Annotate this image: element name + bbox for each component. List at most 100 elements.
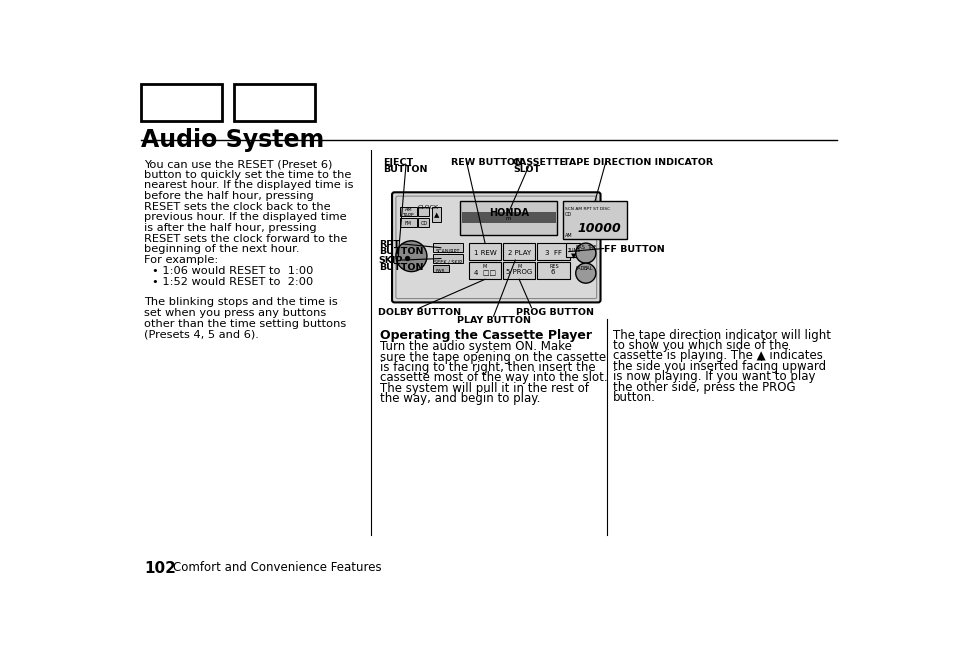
Bar (399, 207, 416, 216)
Text: CD: CD (564, 212, 572, 216)
Text: before the half hour, pressing: before the half hour, pressing (144, 191, 314, 201)
Text: ▼: ▼ (570, 253, 576, 259)
Text: beginning of the next hour.: beginning of the next hour. (144, 244, 299, 254)
Text: cassette most of the way into the slot.: cassette most of the way into the slot. (380, 372, 607, 384)
Text: BAS: BAS (575, 245, 585, 251)
Text: FAD: FAD (575, 266, 584, 271)
Text: SCAN/RPT: SCAN/RPT (436, 249, 459, 253)
Bar (459, 201, 557, 235)
Text: 3  FF: 3 FF (544, 250, 561, 256)
Bar (537, 243, 569, 260)
Text: RESET sets the clock back to the: RESET sets the clock back to the (144, 202, 331, 212)
Text: SEEK / SKIP: SEEK / SKIP (434, 259, 461, 264)
Text: 6: 6 (551, 269, 555, 276)
Text: the way, and begin to play.: the way, and begin to play. (380, 392, 540, 405)
Bar (418, 207, 429, 216)
Text: The blinking stops and the time is: The blinking stops and the time is (144, 298, 337, 308)
Text: set when you press any buttons: set when you press any buttons (144, 308, 326, 318)
Text: TAPE DIRECTION INDICATOR: TAPE DIRECTION INDICATOR (562, 158, 713, 167)
Text: Operating the Cassette Player: Operating the Cassette Player (380, 329, 592, 341)
Bar (433, 254, 462, 263)
Text: button.: button. (612, 391, 655, 404)
Bar (399, 218, 416, 227)
Text: RPT: RPT (378, 240, 399, 249)
Text: TUNE: TUNE (566, 248, 579, 253)
Text: previous hour. If the displayed time: previous hour. If the displayed time (144, 212, 346, 222)
Text: the side you inserted facing upward: the side you inserted facing upward (612, 360, 825, 373)
Text: AM: AM (564, 233, 572, 238)
Text: Comfort and Convenience Features: Comfort and Convenience Features (173, 561, 382, 574)
Text: Turn the audio system ON. Make: Turn the audio system ON. Make (380, 340, 572, 353)
Text: For example:: For example: (144, 255, 218, 265)
Text: M: M (482, 264, 487, 269)
Text: Audio System: Audio System (141, 128, 324, 153)
Text: 5 PROG: 5 PROG (505, 269, 532, 276)
Text: nearest hour. If the displayed time is: nearest hour. If the displayed time is (144, 181, 354, 190)
Text: 4  □□: 4 □□ (474, 269, 496, 276)
Bar (502, 243, 535, 260)
Text: REW BUTTON: REW BUTTON (451, 158, 522, 167)
Text: • 1:52 would RESET to  2:00: • 1:52 would RESET to 2:00 (152, 277, 313, 287)
Text: PLAY BUTTON: PLAY BUTTON (456, 317, 530, 325)
Text: The tape direction indicator will light: The tape direction indicator will light (612, 329, 830, 341)
Circle shape (575, 243, 596, 263)
Text: FM: FM (404, 220, 412, 226)
Circle shape (575, 263, 596, 283)
Text: BUTTON: BUTTON (378, 263, 423, 272)
Text: 1 REW: 1 REW (474, 250, 496, 256)
Text: PWR: PWR (436, 269, 445, 273)
Text: the other side, press the PROG: the other side, press the PROG (612, 380, 795, 394)
Text: 10000: 10000 (577, 222, 620, 235)
Bar (418, 218, 429, 227)
Text: is after the half hour, pressing: is after the half hour, pressing (144, 223, 316, 233)
Text: EJECT: EJECT (382, 158, 413, 167)
Circle shape (395, 241, 427, 271)
Text: BUTTON: BUTTON (378, 247, 423, 256)
Text: FF BUTTON: FF BUTTON (603, 245, 663, 253)
FancyBboxPatch shape (395, 196, 596, 298)
Text: SLOT: SLOT (513, 165, 539, 173)
Text: The system will pull it in the rest of: The system will pull it in the rest of (380, 382, 589, 394)
Text: You can use the RESET (Preset 6): You can use the RESET (Preset 6) (144, 159, 332, 169)
Text: m: m (505, 216, 511, 221)
Bar (562, 201, 626, 239)
Bar (431, 207, 440, 222)
Bar (433, 265, 448, 272)
Text: • 1:06 would RESET to  1:00: • 1:06 would RESET to 1:00 (152, 266, 313, 276)
Text: cassette is playing. The ▲ indicates: cassette is playing. The ▲ indicates (612, 349, 821, 362)
Bar (233, 85, 315, 122)
Bar (141, 85, 222, 122)
Text: button to quickly set the time to the: button to quickly set the time to the (144, 170, 351, 180)
Text: is facing to the right, then insert the: is facing to the right, then insert the (380, 361, 596, 374)
Bar (468, 243, 500, 260)
Text: SCN AM RPT ST DISC: SCN AM RPT ST DISC (564, 207, 609, 211)
Text: 2 PLAY: 2 PLAY (507, 250, 530, 256)
Text: (Presets 4, 5 and 6).: (Presets 4, 5 and 6). (144, 329, 258, 339)
Text: AM
TAPE: AM TAPE (402, 207, 414, 218)
Text: 102: 102 (144, 561, 175, 576)
Text: RESET sets the clock forward to the: RESET sets the clock forward to the (144, 234, 347, 243)
Bar (433, 243, 462, 253)
Text: BAL: BAL (583, 266, 593, 271)
Text: RES: RES (549, 264, 558, 269)
Bar (566, 243, 579, 257)
Circle shape (405, 256, 410, 261)
Text: TRE: TRE (586, 245, 596, 251)
Text: CLOCK: CLOCK (416, 204, 437, 210)
Text: BUTTON: BUTTON (382, 165, 427, 173)
Bar (461, 212, 555, 223)
Text: is now playing. If you want to play: is now playing. If you want to play (612, 370, 815, 383)
FancyBboxPatch shape (392, 192, 599, 302)
Text: PROG BUTTON: PROG BUTTON (516, 308, 594, 317)
Bar (502, 262, 535, 280)
Text: DOLBY BUTTON: DOLBY BUTTON (378, 308, 461, 317)
Text: other than the time setting buttons: other than the time setting buttons (144, 319, 346, 329)
Bar (537, 262, 569, 280)
Text: sure the tape opening on the cassette: sure the tape opening on the cassette (380, 351, 606, 364)
Text: M: M (517, 264, 520, 269)
Text: to show you which side of the: to show you which side of the (612, 339, 788, 352)
Text: SKIP: SKIP (378, 256, 403, 265)
Text: ▲: ▲ (433, 212, 438, 218)
Text: CASSETTE: CASSETTE (513, 158, 566, 167)
Text: HONDA: HONDA (488, 208, 528, 218)
